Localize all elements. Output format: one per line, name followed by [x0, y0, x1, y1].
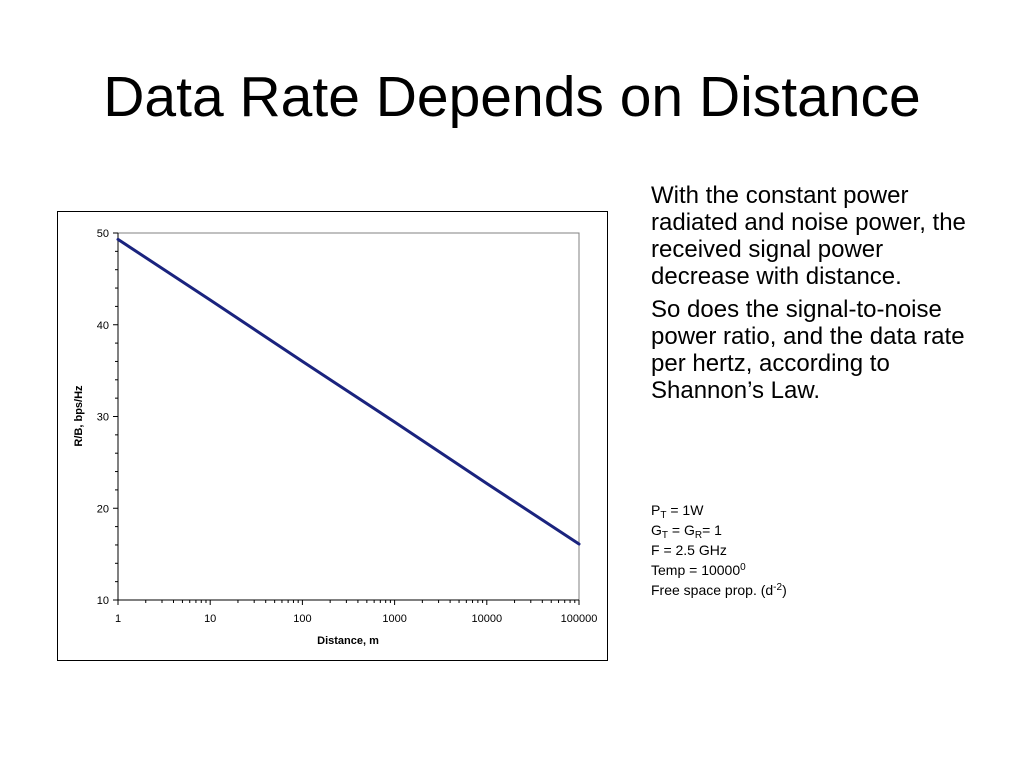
y-tick-label: 10 — [97, 595, 109, 607]
x-tick-label: 100 — [293, 613, 311, 625]
body-text: With the constant power radiated and noi… — [651, 182, 981, 410]
x-axis: 1 10 100 1000 10000 100000 — [115, 599, 598, 625]
slide-title: Data Rate Depends on Distance — [103, 65, 921, 129]
chart-frame: 10 20 30 40 50 1 10 100 1000 10000 100000 Distanc… — [57, 211, 608, 661]
y-tick-label: 50 — [97, 228, 109, 240]
body-paragraph-2: So does the signal-to-noise power ratio,… — [651, 296, 965, 404]
param-frequency: F = 2.5 GHz — [651, 542, 727, 558]
series-group — [116, 237, 581, 546]
param-antenna-gain: GT = GR= 1 — [651, 522, 722, 541]
y-tick-label: 40 — [97, 320, 109, 332]
x-axis-label: Distance, m — [317, 635, 379, 647]
distance-rate-chart: 10 20 30 40 50 1 10 100 1000 10000 100000 Distanc… — [73, 228, 598, 647]
param-temperature: Temp = 100000 — [651, 562, 746, 578]
param-transmit-power: PT = 1W — [651, 502, 704, 521]
plot-area — [117, 232, 580, 601]
y-tick-label: 20 — [97, 503, 109, 515]
parameter-list: PT = 1W GT = GR= 1 F = 2.5 GHz Temp = 10… — [651, 500, 981, 600]
series-line-0 — [116, 237, 581, 546]
body-paragraph-1: With the constant power radiated and noi… — [651, 182, 966, 290]
x-tick-label: 100000 — [561, 613, 598, 625]
x-tick-label: 1 — [115, 613, 121, 625]
y-axis-label: R/B, bps/Hz — [73, 385, 85, 447]
y-axis: 10 20 30 40 50 — [97, 228, 119, 607]
x-tick-label: 10 — [204, 613, 216, 625]
x-tick-label: 10000 — [472, 613, 503, 625]
x-tick-label: 1000 — [382, 613, 406, 625]
param-propagation: Free space prop. (d-2) — [651, 582, 787, 598]
y-tick-label: 30 — [97, 412, 109, 424]
